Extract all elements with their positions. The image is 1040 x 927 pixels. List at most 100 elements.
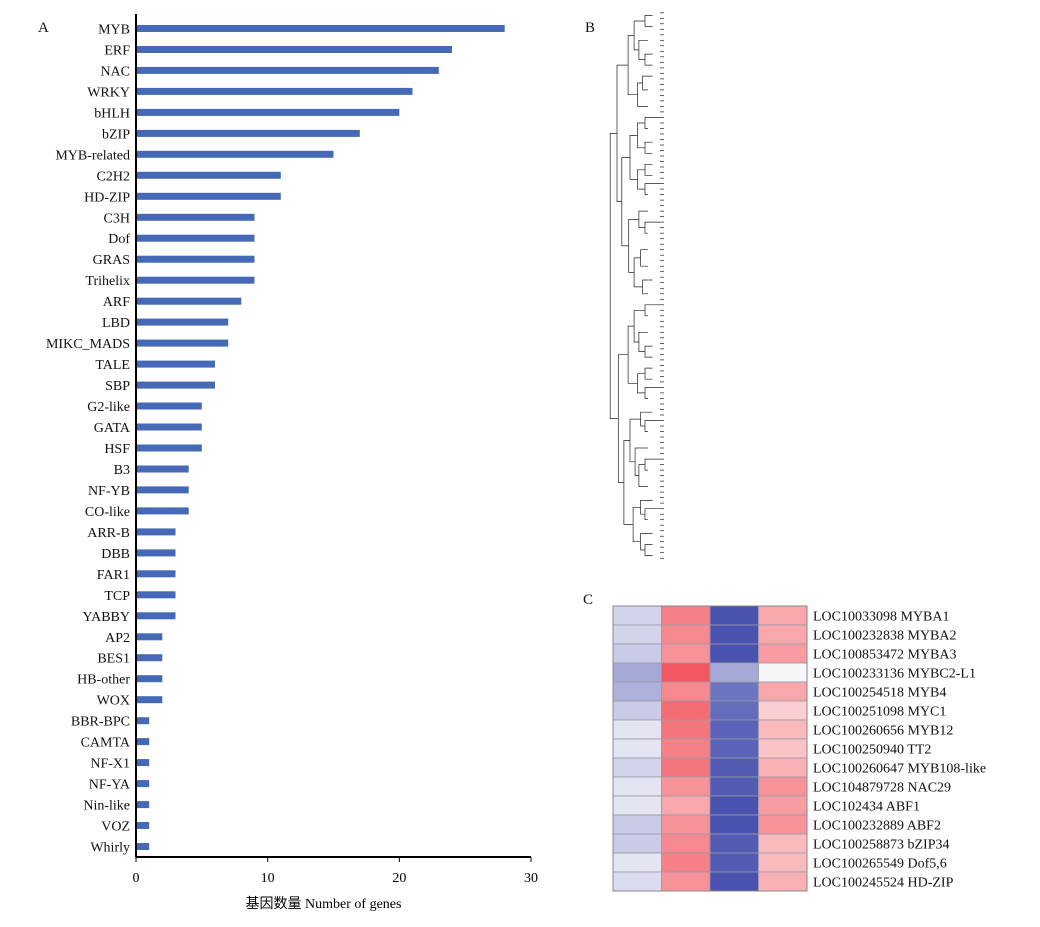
- gene-label: LOC100265549 Dof5,6: [813, 857, 947, 872]
- bar-dbb: [136, 549, 176, 557]
- category-label: NAC: [100, 64, 130, 79]
- gene-heatmap-cell: [709, 681, 759, 702]
- gene-heatmap-cell: [612, 605, 662, 626]
- dendrogram: [609, 12, 664, 559]
- bar-camta: [136, 738, 150, 746]
- category-label: bZIP: [102, 127, 130, 142]
- bar-nf-x1: [136, 759, 150, 767]
- gene-heatmap-cell: [758, 605, 808, 626]
- gene-heatmap-cell: [661, 776, 711, 797]
- gene-heatmap-cell: [612, 719, 662, 740]
- gene-heatmap-cell: [661, 643, 711, 664]
- gene-heatmap-cell: [758, 814, 808, 835]
- gene-heatmap-cell: [612, 871, 662, 892]
- category-label: GRAS: [93, 253, 130, 268]
- gene-heatmap-cell: [758, 852, 808, 873]
- bar-myb-related: [136, 150, 334, 158]
- bar-wrky: [136, 87, 413, 95]
- bar-yabby: [136, 612, 176, 620]
- category-label: CO-like: [85, 505, 130, 520]
- category-label: C3H: [104, 211, 130, 226]
- gene-heatmap-cell: [661, 738, 711, 759]
- x-tick-label: 20: [392, 871, 406, 886]
- gene-heatmap-cell: [758, 795, 808, 816]
- category-label: BBR-BPC: [71, 715, 130, 730]
- gene-heatmap-cell: [612, 795, 662, 816]
- gene-heatmap-cell: [758, 738, 808, 759]
- category-label: TALE: [95, 358, 130, 373]
- gene-heatmap-cell: [709, 776, 759, 797]
- x-axis-title: 基因数量 Number of genes: [246, 895, 402, 912]
- category-label: FAR1: [97, 568, 130, 583]
- bar-gata: [136, 423, 202, 431]
- gene-label: LOC100251098 MYC1: [813, 705, 946, 720]
- category-label: GATA: [94, 421, 131, 436]
- category-label: HB-other: [77, 673, 130, 688]
- category-label: G2-like: [87, 400, 130, 415]
- gene-heatmap-cell: [612, 776, 662, 797]
- gene-label: LOC102434 ABF1: [813, 800, 920, 815]
- gene-heatmap-cell: [661, 757, 711, 778]
- gene-heatmap-cell: [661, 719, 711, 740]
- gene-heatmap-cell: [612, 681, 662, 702]
- category-label: Trihelix: [85, 274, 130, 289]
- gene-label: LOC100245524 HD-ZIP: [813, 876, 954, 891]
- gene-heatmap-cell: [709, 833, 759, 854]
- bar-c3h: [136, 213, 255, 221]
- gene-heatmap-cell: [612, 738, 662, 759]
- category-label: WRKY: [87, 85, 130, 100]
- bar-bes1: [136, 654, 163, 662]
- category-label: NF-YA: [89, 778, 131, 793]
- category-label: MYB-related: [55, 148, 130, 163]
- x-tick-label: 30: [524, 871, 538, 886]
- category-label: ARR-B: [87, 526, 130, 541]
- bar-b3: [136, 465, 189, 473]
- gene-heatmap-cell: [612, 814, 662, 835]
- gene-heatmap-cell: [758, 757, 808, 778]
- gene-heatmap-cell: [758, 776, 808, 797]
- gene-heatmap-cell: [758, 643, 808, 664]
- category-label: LBD: [102, 316, 130, 331]
- gene-heatmap-cell: [661, 814, 711, 835]
- gene-label: LOC100260656 MYB12: [813, 724, 953, 739]
- bar-gras: [136, 255, 255, 263]
- gene-heatmap-cell: [612, 624, 662, 645]
- gene-heatmap-cell: [661, 852, 711, 873]
- category-label: HD-ZIP: [84, 190, 130, 205]
- category-label: DBB: [101, 547, 130, 562]
- gene-heatmap-cell: [758, 719, 808, 740]
- gene-heatmap-cell: [758, 662, 808, 683]
- category-label: AP2: [105, 631, 130, 646]
- category-label: YABBY: [83, 610, 130, 625]
- gene-heatmap-cell: [661, 662, 711, 683]
- bar-tale: [136, 360, 215, 368]
- bar-hb-other: [136, 675, 163, 683]
- gene-heatmap-cell: [709, 871, 759, 892]
- gene-label: LOC100250940 TT2: [813, 743, 931, 758]
- gene-heatmap-cell: [709, 814, 759, 835]
- gene-heatmap-cell: [709, 795, 759, 816]
- gene-heatmap-cell: [661, 700, 711, 721]
- gene-heatmap-cell: [758, 833, 808, 854]
- panel-a-label: A: [38, 20, 49, 36]
- x-tick-label: 10: [261, 871, 275, 886]
- gene-label: LOC100232838 MYBA2: [813, 629, 957, 644]
- bar-whirly: [136, 843, 150, 850]
- bar-bzip: [136, 129, 360, 137]
- category-label: TCP: [104, 589, 130, 604]
- gene-heatmap-cell: [758, 871, 808, 892]
- category-label: C2H2: [97, 169, 130, 184]
- bar-nin-like: [136, 801, 150, 809]
- bar-hd-zip: [136, 192, 281, 200]
- gene-heatmap-cell: [709, 700, 759, 721]
- bar-voz: [136, 822, 150, 829]
- bar-dof: [136, 234, 255, 242]
- gene-heatmap-cell: [709, 852, 759, 873]
- gene-heatmap-cell: [612, 833, 662, 854]
- bar-far1: [136, 570, 176, 578]
- category-label: Nin-like: [83, 799, 130, 814]
- bar-arf: [136, 297, 242, 305]
- category-label: Whirly: [90, 841, 130, 856]
- category-label: B3: [114, 463, 130, 478]
- bar-nf-yb: [136, 486, 189, 494]
